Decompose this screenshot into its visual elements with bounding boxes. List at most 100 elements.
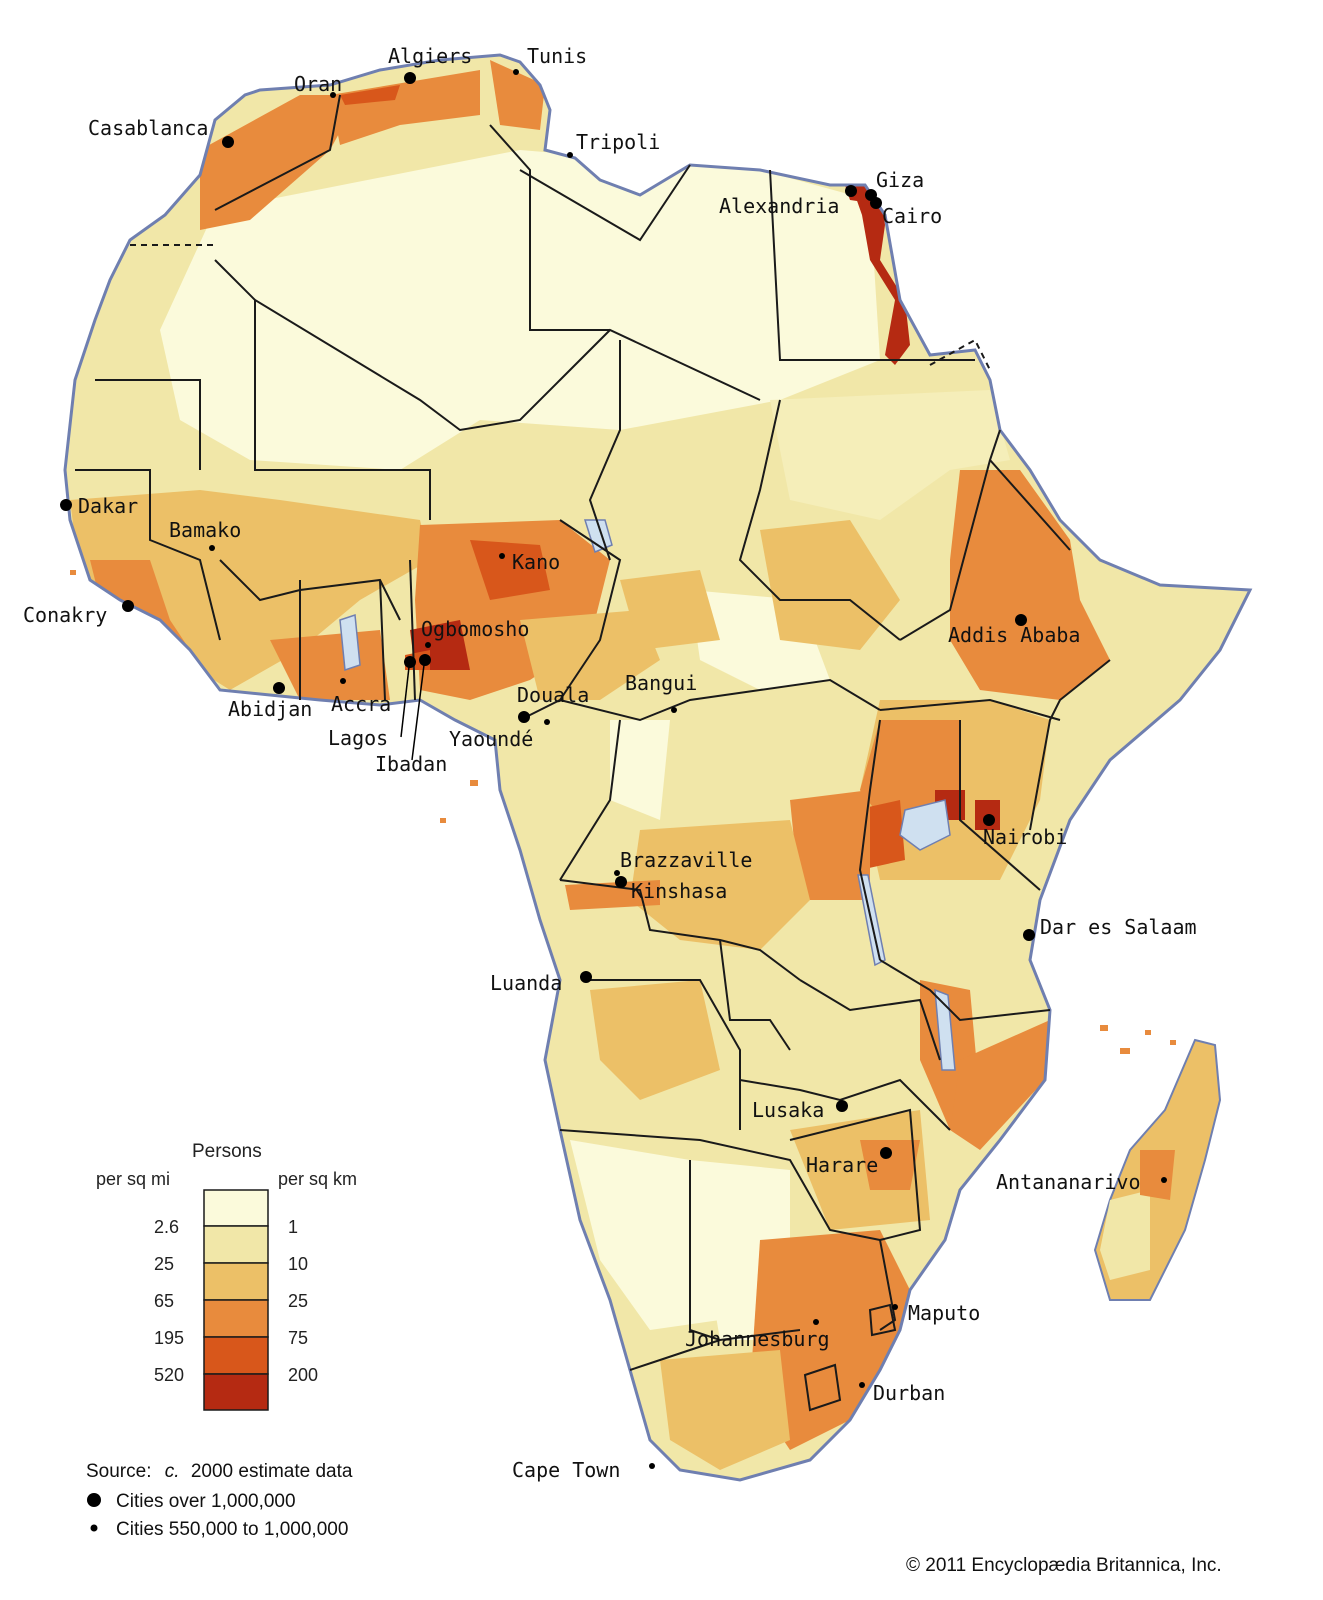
border xyxy=(559,1129,881,1241)
key-medium-city-dot xyxy=(90,1524,98,1532)
city-label: Harare xyxy=(806,1153,878,1177)
city-label: Alexandria xyxy=(719,194,839,218)
madagascar-center xyxy=(1140,1150,1175,1200)
legend-swatch-1 xyxy=(203,1189,269,1227)
city-dot-bangui xyxy=(671,707,677,713)
legend-swatch-3 xyxy=(203,1262,269,1301)
city-dot-capetown xyxy=(649,1463,655,1469)
city-dot-johannesburg xyxy=(813,1319,819,1325)
legend-right-unit: per sq km xyxy=(278,1169,357,1189)
source-prefix: Source: xyxy=(86,1461,151,1482)
city-dot-accra xyxy=(340,678,346,684)
city-label: Brazzaville xyxy=(620,848,752,872)
sahara-sparse xyxy=(160,150,880,470)
island xyxy=(470,780,478,786)
border xyxy=(214,94,341,211)
border xyxy=(590,979,741,1130)
border xyxy=(75,469,221,641)
chad-south xyxy=(620,570,720,650)
border xyxy=(629,1339,721,1371)
border xyxy=(559,719,621,881)
kano-core xyxy=(470,540,550,600)
ethiopia-dense xyxy=(950,470,1110,700)
legend-right-value: 200 xyxy=(288,1365,318,1385)
leader-ibadan xyxy=(411,664,425,761)
island xyxy=(1100,1025,1108,1031)
legend-left-value: 65 xyxy=(154,1291,174,1311)
algeria-coast-dense xyxy=(330,70,480,145)
border xyxy=(489,124,610,331)
city-label: Dar es Salaam xyxy=(1040,915,1197,939)
country-borders xyxy=(75,94,1111,1412)
city-dot-kinshasa xyxy=(615,876,627,888)
harare-core xyxy=(860,1140,920,1190)
key-major-city-dot xyxy=(87,1493,101,1507)
source-note: Source: c. 2000 estimate data xyxy=(86,1461,353,1482)
legend-left-unit: per sq mi xyxy=(96,1169,170,1189)
legend-left-value: 2.6 xyxy=(154,1217,179,1237)
city-dot-ogbomosho xyxy=(425,642,431,648)
lake-volta xyxy=(339,613,361,672)
city-dot-lusaka xyxy=(836,1100,848,1112)
city-dot-ibadan xyxy=(419,654,431,666)
border xyxy=(738,399,901,641)
city-dot-brazzaville xyxy=(614,870,620,876)
city-dot-luanda xyxy=(580,971,592,983)
island xyxy=(1170,1040,1176,1045)
city-label: Bangui xyxy=(625,671,697,695)
border xyxy=(519,519,622,721)
legend-left-value: 25 xyxy=(154,1254,174,1274)
border xyxy=(858,719,881,961)
copyright: © 2011 Encyclopædia Britannica, Inc. xyxy=(906,1555,1222,1576)
south-africa-mid xyxy=(660,1350,790,1470)
city-label: Cape Town xyxy=(512,1458,620,1482)
city-dot-tripoli xyxy=(567,152,573,158)
major-city-labels: Algiers Casablanca Alexandria Giza Cairo… xyxy=(23,44,1197,1177)
border xyxy=(739,1078,951,1131)
source-rest: 2000 estimate data xyxy=(191,1461,353,1482)
city-dot-lagos xyxy=(404,656,416,668)
city-dot-casablanca xyxy=(222,136,234,148)
city-dot-maputo xyxy=(892,1304,898,1310)
lake-victoria xyxy=(899,799,951,851)
city-label: Maputo xyxy=(908,1301,980,1325)
city-label: Kano xyxy=(512,550,560,574)
islands xyxy=(70,570,1176,1054)
city-label: Oran xyxy=(294,72,342,96)
nile-valley xyxy=(855,185,910,365)
legend-swatch-6 xyxy=(203,1373,269,1411)
city-label: Addis Ababa xyxy=(948,623,1080,647)
island xyxy=(1145,1030,1151,1035)
legend-swatch-5 xyxy=(203,1336,269,1375)
leader-lines xyxy=(400,664,425,761)
legend-left-value: 195 xyxy=(154,1328,184,1348)
density-legend: Persons per sq mi per sq km 2.6 25 65 19… xyxy=(96,1141,357,1411)
namib-sparse xyxy=(570,1140,720,1330)
tunisia-dense xyxy=(490,60,545,130)
city-dot-tunis xyxy=(513,69,519,75)
key-major-city-label: Cities over 1,000,000 xyxy=(116,1491,296,1512)
horn-sparse xyxy=(770,390,1010,520)
border xyxy=(95,379,201,470)
border xyxy=(803,1363,842,1412)
city-dot-abidjan xyxy=(273,682,285,694)
city-label: Conakry xyxy=(23,603,107,627)
island xyxy=(70,570,76,575)
medium-city-labels: Oran Tunis Tripoli Bamako Kano Ogbomosho… xyxy=(169,44,1141,1482)
madagascar-coast-light xyxy=(1100,1190,1150,1280)
city-label: Abidjan xyxy=(228,697,312,721)
island xyxy=(1120,1048,1130,1054)
border xyxy=(879,1239,897,1331)
border xyxy=(559,678,881,722)
city-label: Ogbomosho xyxy=(421,617,529,641)
city-label: Bamako xyxy=(169,518,241,542)
legend-left-value: 520 xyxy=(154,1365,184,1385)
medium-city-dots xyxy=(209,69,1167,1469)
city-dot-dakar xyxy=(60,499,72,511)
key-medium-city-label: Cities 550,000 to 1,000,000 xyxy=(116,1519,348,1540)
border xyxy=(719,939,791,1051)
border xyxy=(899,459,991,641)
angola-mid xyxy=(590,980,720,1100)
border xyxy=(689,1160,801,1342)
